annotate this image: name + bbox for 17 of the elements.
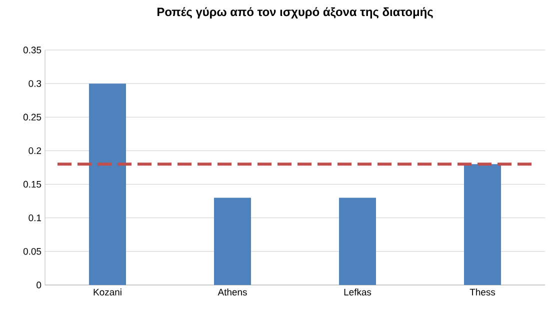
- bar: [89, 84, 126, 285]
- y-tick-label: 0.35: [23, 46, 42, 54]
- y-tick-label: 0.05: [23, 248, 42, 255]
- y-tick-label: 0.25: [23, 114, 42, 120]
- y-tick-label: 0: [36, 282, 42, 288]
- y-tick-label: 0.2: [28, 147, 42, 154]
- x-tick-label: Lefkas: [344, 288, 372, 296]
- bar: [464, 164, 502, 285]
- x-tick-label: Athens: [218, 288, 247, 296]
- y-tick-label: 0.15: [23, 180, 42, 188]
- bar: [214, 198, 252, 285]
- chart-title: Ροπές γύρω από τον ισχυρό άξονα της διατομής: [158, 7, 433, 19]
- bar: [339, 198, 376, 285]
- x-tick-label: Kozani: [94, 288, 122, 296]
- y-tick-label: 0.3: [28, 80, 42, 87]
- y-tick-label: 0.1: [28, 214, 42, 222]
- x-tick-label: Thess: [470, 288, 496, 296]
